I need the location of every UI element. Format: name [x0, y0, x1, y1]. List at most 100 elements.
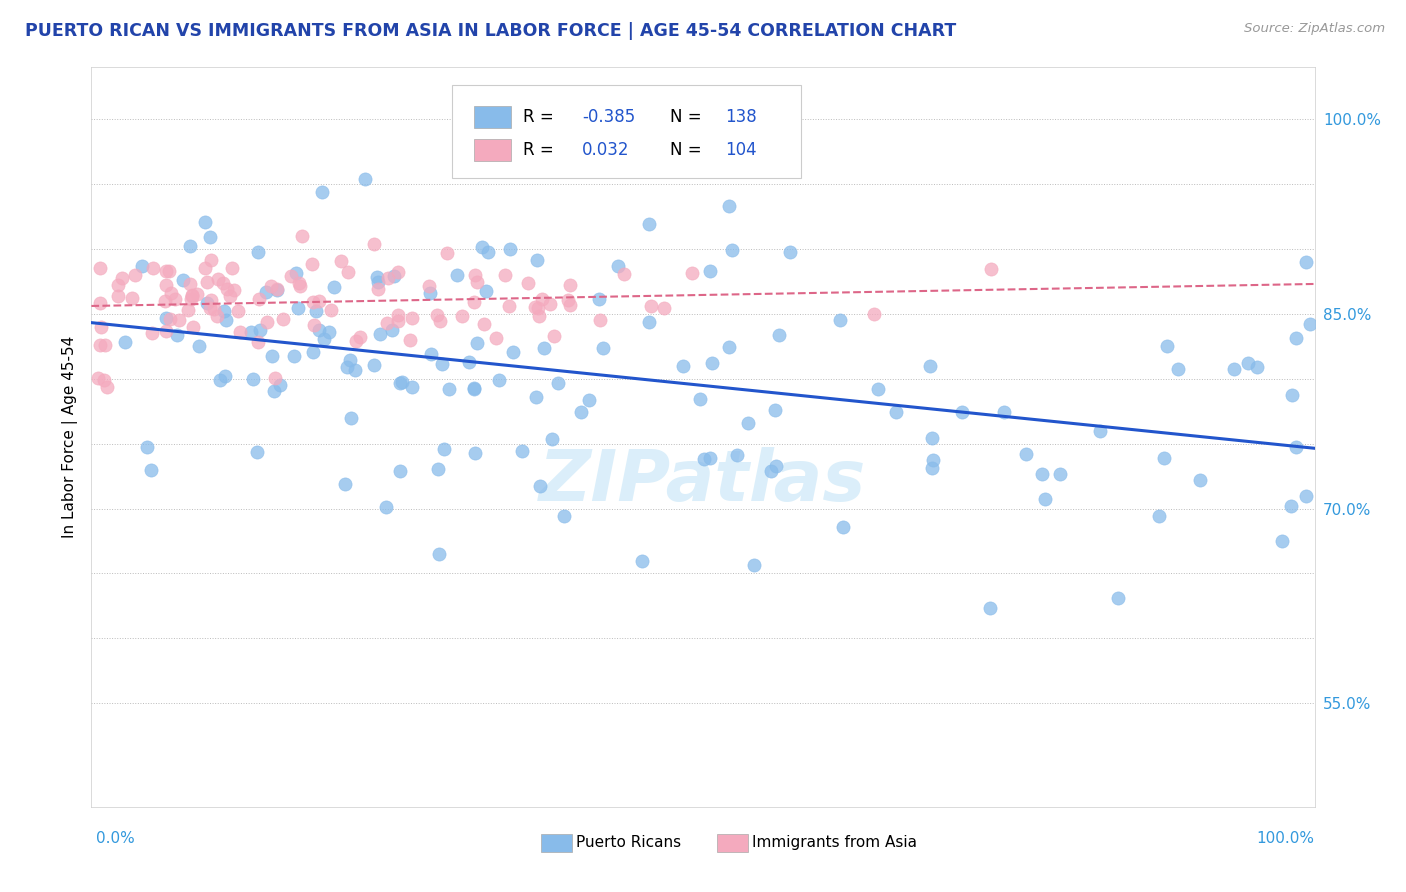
- Point: [155, 324, 177, 338]
- Point: [1285, 330, 1308, 344]
- Point: [302, 294, 325, 309]
- Point: [681, 266, 703, 280]
- Point: [215, 282, 238, 296]
- Point: [160, 286, 183, 301]
- Point: [111, 271, 134, 285]
- Point: [1049, 467, 1071, 482]
- Point: [198, 301, 221, 315]
- Point: [530, 292, 553, 306]
- Point: [553, 509, 575, 524]
- Point: [541, 432, 564, 446]
- Point: [918, 359, 941, 373]
- Point: [194, 261, 217, 276]
- Point: [699, 264, 721, 278]
- Point: [314, 332, 336, 346]
- Point: [141, 463, 163, 477]
- Point: [89, 338, 111, 352]
- Point: [464, 268, 486, 282]
- Point: [136, 440, 159, 454]
- Point: [828, 313, 851, 327]
- Point: [207, 272, 229, 286]
- Text: 0.0%: 0.0%: [96, 831, 135, 847]
- Point: [180, 292, 202, 306]
- Point: [239, 325, 262, 339]
- Point: [429, 314, 451, 328]
- Point: [381, 324, 404, 338]
- Point: [640, 299, 662, 313]
- Point: [1295, 255, 1317, 269]
- Point: [263, 384, 285, 398]
- Point: [89, 261, 111, 276]
- Y-axis label: In Labor Force | Age 45-54: In Labor Force | Age 45-54: [62, 336, 77, 538]
- Point: [737, 417, 759, 431]
- Point: [94, 338, 117, 352]
- Point: [308, 323, 330, 337]
- Point: [246, 445, 269, 459]
- Point: [157, 264, 180, 278]
- Point: [260, 278, 283, 293]
- Point: [249, 323, 271, 337]
- Point: [527, 310, 550, 324]
- Point: [543, 329, 565, 343]
- Point: [222, 283, 245, 297]
- Point: [472, 317, 495, 331]
- Point: [1088, 424, 1111, 438]
- Point: [214, 312, 236, 326]
- Point: [718, 199, 741, 213]
- Point: [387, 314, 409, 328]
- Point: [884, 405, 907, 419]
- Point: [209, 373, 232, 387]
- Point: [254, 285, 277, 299]
- Point: [1299, 318, 1322, 332]
- Point: [214, 369, 236, 384]
- Point: [308, 294, 330, 309]
- Point: [1167, 361, 1189, 376]
- Point: [1031, 467, 1053, 481]
- Point: [200, 230, 222, 244]
- Point: [426, 461, 449, 475]
- Point: [1156, 339, 1178, 353]
- Point: [180, 288, 202, 302]
- Text: 100.0%: 100.0%: [1257, 831, 1315, 847]
- Point: [418, 279, 440, 293]
- Text: N =: N =: [671, 108, 707, 127]
- Text: Source: ZipAtlas.com: Source: ZipAtlas.com: [1244, 22, 1385, 36]
- Point: [569, 405, 592, 419]
- Point: [993, 405, 1015, 419]
- Point: [187, 339, 209, 353]
- Point: [269, 378, 291, 392]
- Point: [337, 264, 360, 278]
- Point: [266, 283, 288, 297]
- Point: [211, 277, 233, 291]
- Point: [427, 547, 450, 561]
- Point: [589, 312, 612, 326]
- Point: [207, 309, 229, 323]
- Point: [131, 259, 153, 273]
- Point: [499, 242, 522, 256]
- Text: 104: 104: [725, 141, 756, 159]
- Point: [391, 375, 413, 389]
- Point: [725, 449, 748, 463]
- Point: [494, 268, 516, 282]
- Point: [382, 269, 405, 284]
- Point: [195, 276, 218, 290]
- Point: [266, 282, 288, 296]
- Point: [353, 171, 375, 186]
- Point: [367, 282, 389, 296]
- Point: [1149, 508, 1171, 523]
- Point: [212, 304, 235, 318]
- Point: [592, 341, 614, 355]
- Point: [287, 301, 309, 315]
- Point: [980, 261, 1002, 276]
- Point: [387, 309, 409, 323]
- Point: [1295, 489, 1317, 503]
- Point: [638, 315, 661, 329]
- Point: [779, 245, 801, 260]
- Point: [121, 291, 143, 305]
- Point: [96, 380, 118, 394]
- Point: [363, 359, 385, 373]
- Point: [517, 276, 540, 290]
- Point: [226, 303, 249, 318]
- Point: [702, 356, 724, 370]
- Point: [155, 263, 177, 277]
